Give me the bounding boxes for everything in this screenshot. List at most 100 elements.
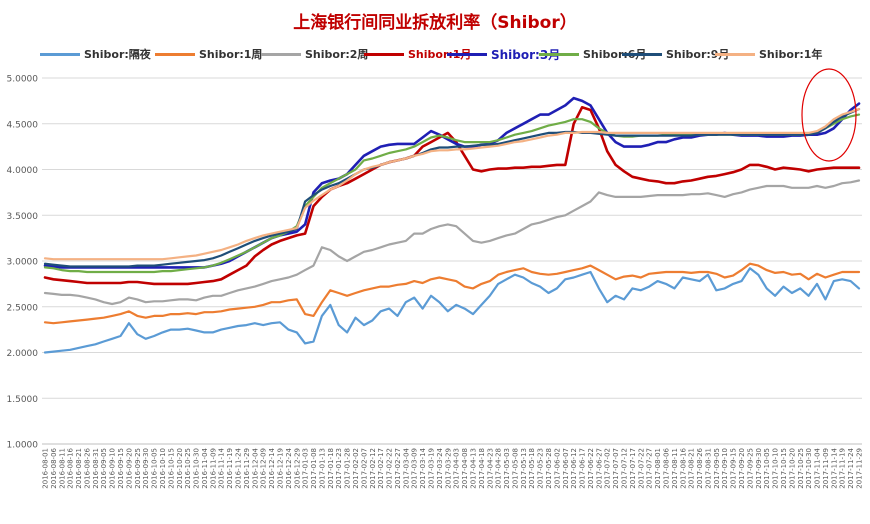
legend-item: Shibor:1周	[155, 46, 262, 62]
x-tick-label: 2017-06-27	[595, 448, 603, 489]
x-tick-label: 2016-10-25	[184, 448, 192, 489]
series-line	[43, 179, 861, 306]
x-tick-label: 2017-05-08	[511, 448, 519, 489]
legend-label: Shibor:9月	[666, 48, 730, 61]
x-tick-label: 2016-12-19	[276, 448, 284, 489]
y-tick-label: 4.0000	[7, 166, 39, 176]
legend-swatch	[447, 53, 487, 56]
legend-label: Shibor:3月	[491, 48, 561, 62]
legend-swatch	[715, 52, 755, 56]
x-tick-label: 2016-11-29	[243, 448, 251, 489]
y-tick-label: 3.5000	[7, 212, 39, 222]
y-tick-label: 2.5000	[7, 303, 39, 313]
legend-swatch	[155, 52, 195, 56]
legend-label: Shibor:隔夜	[84, 48, 151, 61]
x-tick-label: 2017-10-30	[805, 448, 813, 489]
x-tick-label: 2017-02-22	[386, 448, 394, 489]
y-tick-label: 1.0000	[7, 441, 39, 451]
x-tick-label: 2017-04-03	[453, 448, 461, 489]
x-tick-label: 2016-09-25	[134, 448, 142, 489]
x-tick-label: 2017-02-12	[369, 448, 377, 489]
x-tick-label: 2017-11-04	[814, 447, 822, 488]
legend-item: Shibor:2周	[261, 46, 368, 62]
x-tick-label: 2017-03-29	[444, 448, 452, 489]
x-tick-label: 2016-09-15	[117, 448, 125, 489]
x-tick-label: 2017-05-28	[545, 448, 553, 489]
legend-label: Shibor:6月	[583, 48, 647, 61]
x-tick-label: 2017-09-15	[730, 448, 738, 489]
x-tick-label: 2016-11-24	[235, 447, 243, 488]
x-tick-label: 2017-09-10	[721, 448, 729, 489]
x-tick-label: 2017-03-14	[419, 447, 427, 488]
series-line	[43, 267, 861, 354]
x-tick-label: 2017-05-03	[503, 448, 511, 489]
x-tick-label: 2017-07-02	[604, 448, 612, 489]
x-tick-label: 2016-10-15	[167, 448, 175, 489]
x-tick-label: 2017-06-22	[587, 448, 595, 489]
x-tick-label: 2017-03-19	[428, 448, 436, 489]
x-tick-label: 2017-10-05	[763, 448, 771, 489]
x-tick-label: 2017-02-27	[394, 448, 402, 489]
x-tick-label: 2017-09-30	[755, 448, 763, 489]
legend-item: Shibor:3月	[447, 46, 560, 63]
x-tick-label: 2017-07-22	[637, 448, 645, 489]
x-tick-label: 2017-08-31	[704, 448, 712, 489]
x-tick-label: 2017-01-28	[344, 448, 352, 489]
legend-item: Shibor:9月	[622, 46, 729, 62]
y-tick-label: 5.0000	[7, 75, 39, 85]
y-tick-label: 3.0000	[7, 258, 39, 268]
legend-swatch	[622, 52, 662, 56]
x-tick-label: 2016-10-20	[176, 448, 184, 489]
x-tick-label: 2017-10-10	[772, 448, 780, 489]
legend-item: Shibor:隔夜	[40, 46, 151, 62]
x-tick-label: 2017-11-19	[839, 448, 847, 489]
legend-item: Shibor:1月	[364, 46, 471, 62]
x-tick-label: 2017-09-05	[713, 448, 721, 489]
legend-label: Shibor:2周	[305, 48, 369, 61]
legend-swatch	[261, 52, 301, 56]
x-tick-label: 2017-04-28	[495, 448, 503, 489]
x-tick-label: 2016-11-19	[226, 448, 234, 489]
x-tick-label: 2017-02-07	[360, 448, 368, 489]
x-tick-label: 2017-09-20	[738, 448, 746, 489]
x-tick-label: 2017-08-26	[696, 447, 704, 488]
x-tick-label: 2017-07-17	[629, 448, 637, 489]
x-tick-label: 2016-08-21	[75, 448, 83, 489]
x-tick-label: 2017-05-13	[520, 448, 528, 489]
legend-label: Shibor:1月	[408, 48, 472, 61]
x-tick-label: 2016-11-04	[201, 447, 209, 488]
x-tick-label: 2017-06-02	[553, 448, 561, 489]
x-tick-label: 2017-11-14	[830, 447, 838, 488]
chart-title: 上海银行间同业拆放利率（Shibor）	[293, 13, 577, 33]
x-tick-label: 2016-09-10	[109, 448, 117, 489]
x-tick-label: 2017-01-08	[310, 448, 318, 489]
x-tick-label: 2017-09-25	[746, 448, 754, 489]
x-tick-label: 2017-06-17	[579, 448, 587, 489]
x-tick-label: 2016-10-10	[159, 448, 167, 489]
y-tick-label: 2.0000	[7, 349, 39, 359]
x-tick-label: 2017-04-13	[469, 448, 477, 489]
x-tick-label: 2017-08-01	[654, 448, 662, 489]
x-tick-label: 2016-09-30	[142, 448, 150, 489]
x-tick-label: 2016-11-14	[218, 447, 226, 488]
legend-label: Shibor:1周	[199, 48, 263, 61]
x-tick-label: 2017-02-17	[377, 448, 385, 489]
x-tick-label: 2016-08-06	[50, 447, 58, 488]
x-tick-label: 2017-04-18	[478, 448, 486, 489]
legend-swatch	[40, 52, 80, 56]
x-tick-label: 2016-10-30	[193, 448, 201, 489]
x-tick-label: 2017-08-06	[662, 447, 670, 488]
x-tick-label: 2016-12-09	[260, 448, 268, 489]
series-line	[43, 106, 861, 286]
x-tick-label: 2017-07-27	[646, 448, 654, 489]
x-tick-label: 2016-08-31	[92, 448, 100, 489]
x-tick-label: 2016-08-11	[58, 448, 66, 489]
x-tick-label: 2017-10-20	[788, 448, 796, 489]
x-tick-label: 2017-11-29	[856, 448, 864, 489]
x-tick-label: 2016-09-05	[100, 448, 108, 489]
y-tick-label: 4.5000	[7, 120, 39, 130]
x-tick-label: 2017-01-23	[335, 448, 343, 489]
x-tick-label: 2016-12-04	[251, 447, 259, 488]
x-tick-label: 2016-12-29	[293, 448, 301, 489]
